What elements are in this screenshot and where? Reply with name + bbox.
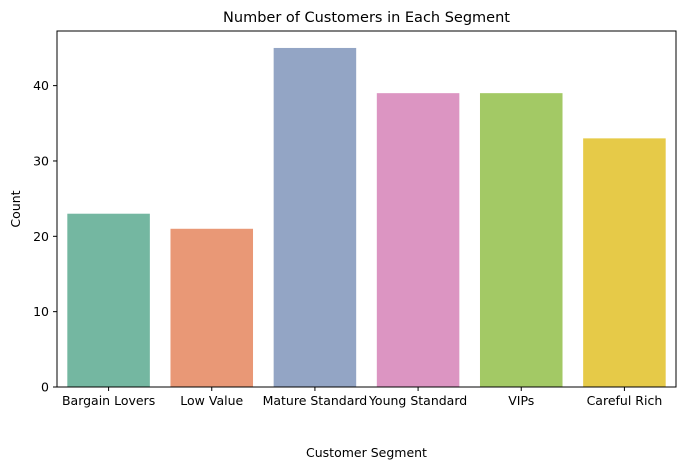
x-tick-label: Careful Rich (587, 393, 663, 408)
bar-bargain-lovers (67, 213, 150, 387)
x-tick-label: Young Standard (368, 393, 467, 408)
y-tick-label: 10 (33, 304, 49, 319)
x-tick-label: VIPs (508, 393, 534, 408)
y-ticks-layer: 0 10 20 30 40 (33, 78, 57, 395)
chart-title: Number of Customers in Each Segment (223, 10, 510, 26)
x-tick-label: Low Value (180, 393, 243, 408)
bar-vips (479, 93, 563, 388)
y-tick-label: 40 (33, 78, 49, 93)
plot-frame (56, 30, 677, 388)
x-tick-label: Bargain Lovers (62, 393, 155, 408)
bar-young-standard (376, 93, 460, 388)
bar-careful-rich (583, 138, 666, 387)
y-tick-label: 0 (41, 380, 49, 395)
x-ticks-layer: Bargain Lovers Low Value Mature Standard Yo… (62, 387, 662, 408)
x-axis-title: Customer Segment (306, 445, 427, 460)
y-tick-label: 30 (33, 153, 49, 168)
bars-layer (67, 47, 666, 388)
y-tick-label: 20 (33, 229, 49, 244)
bar-low-value (170, 228, 254, 387)
x-tick-label: Mature Standard (263, 393, 368, 408)
y-axis-title: Count (8, 190, 23, 227)
bar-mature-standard (273, 47, 357, 387)
